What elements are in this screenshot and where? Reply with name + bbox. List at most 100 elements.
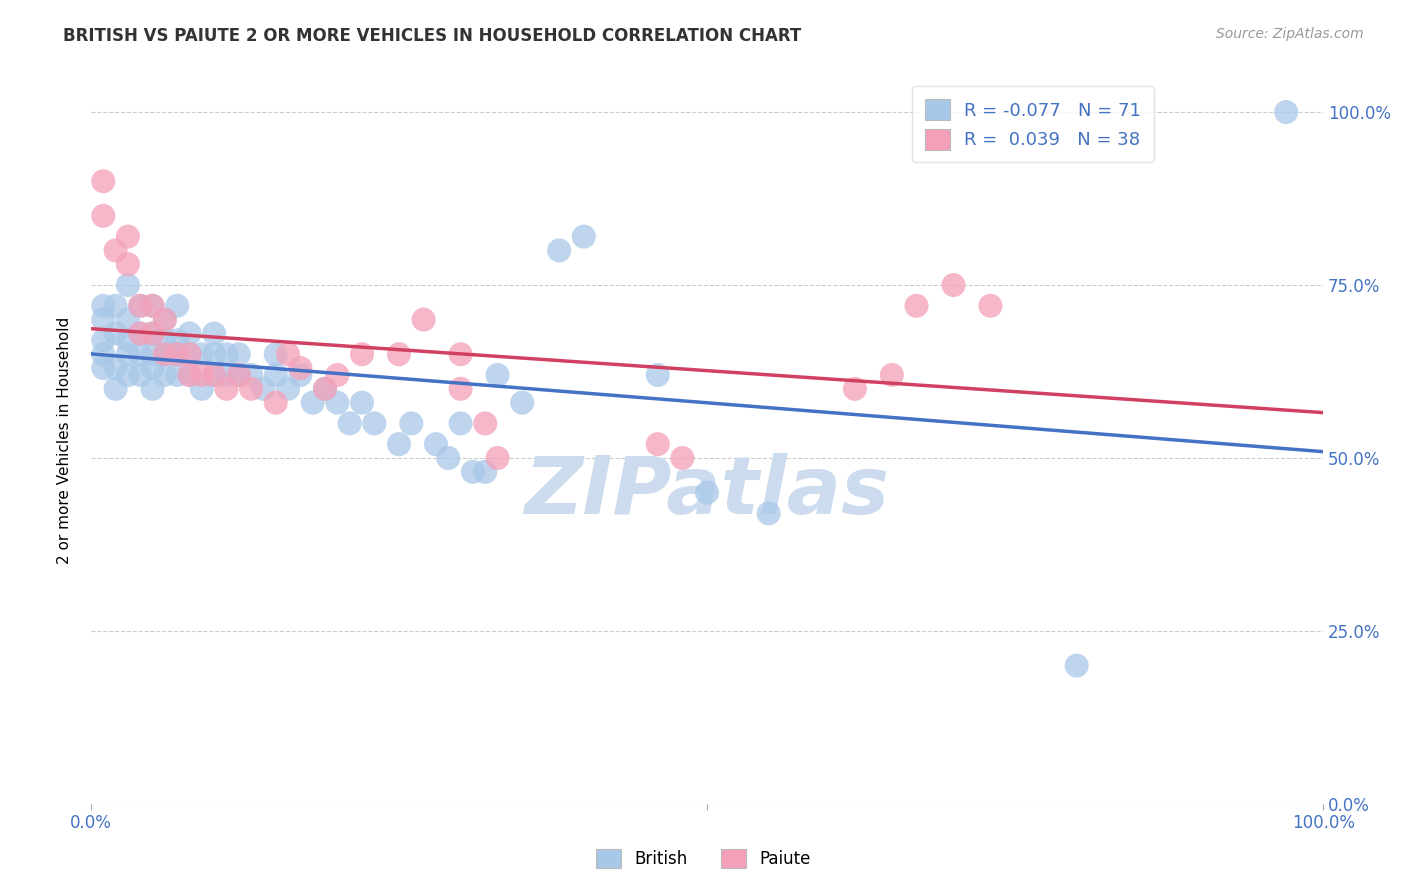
Point [647, 437, 669, 451]
Point [166, 299, 188, 313]
Point [314, 382, 336, 396]
Point [350, 347, 373, 361]
Point [104, 326, 127, 341]
Point [979, 299, 1001, 313]
Point [91, 174, 114, 188]
Point [1066, 658, 1088, 673]
Point [129, 347, 152, 361]
Point [179, 347, 201, 361]
Point [153, 347, 176, 361]
Legend: British, Paiute: British, Paiute [589, 843, 817, 875]
Point [129, 368, 152, 382]
Point [117, 334, 139, 348]
Point [202, 347, 225, 361]
Point [104, 361, 127, 376]
Point [264, 347, 287, 361]
Point [166, 368, 188, 382]
Point [450, 417, 472, 431]
Point [153, 368, 176, 382]
Point [401, 417, 423, 431]
Point [179, 368, 201, 382]
Point [363, 417, 385, 431]
Point [129, 299, 152, 313]
Point [339, 417, 361, 431]
Point [141, 361, 163, 376]
Point [202, 368, 225, 382]
Point [240, 368, 263, 382]
Point [166, 347, 188, 361]
Text: BRITISH VS PAIUTE 2 OR MORE VEHICLES IN HOUSEHOLD CORRELATION CHART: BRITISH VS PAIUTE 2 OR MORE VEHICLES IN … [63, 27, 801, 45]
Point [117, 257, 139, 271]
Point [153, 347, 176, 361]
Point [671, 450, 693, 465]
Point [91, 334, 114, 348]
Point [277, 382, 299, 396]
Point [314, 382, 336, 396]
Point [486, 368, 509, 382]
Point [141, 326, 163, 341]
Point [548, 244, 571, 258]
Point [437, 450, 460, 465]
Point [240, 382, 263, 396]
Point [104, 244, 127, 258]
Point [264, 395, 287, 409]
Point [450, 347, 472, 361]
Point [91, 209, 114, 223]
Point [301, 395, 323, 409]
Point [326, 368, 349, 382]
Point [474, 417, 496, 431]
Text: ZIPatlas: ZIPatlas [524, 452, 890, 531]
Point [215, 382, 238, 396]
Point [129, 299, 152, 313]
Point [91, 347, 114, 361]
Point [202, 326, 225, 341]
Point [277, 347, 299, 361]
Point [117, 229, 139, 244]
Point [880, 368, 903, 382]
Point [486, 450, 509, 465]
Point [91, 299, 114, 313]
Point [461, 465, 484, 479]
Point [91, 312, 114, 326]
Point [117, 312, 139, 326]
Point [191, 347, 214, 361]
Legend: R = -0.077   N = 71, R =  0.039   N = 38: R = -0.077 N = 71, R = 0.039 N = 38 [912, 87, 1154, 162]
Point [350, 395, 373, 409]
Point [758, 507, 780, 521]
Point [326, 395, 349, 409]
Point [179, 368, 201, 382]
Point [844, 382, 866, 396]
Y-axis label: 2 or more Vehicles in Household: 2 or more Vehicles in Household [58, 317, 72, 565]
Point [202, 368, 225, 382]
Point [450, 382, 472, 396]
Point [153, 312, 176, 326]
Point [129, 326, 152, 341]
Point [104, 382, 127, 396]
Point [129, 326, 152, 341]
Point [141, 382, 163, 396]
Point [474, 465, 496, 479]
Point [510, 395, 533, 409]
Point [141, 347, 163, 361]
Point [228, 368, 250, 382]
Point [388, 347, 411, 361]
Point [179, 347, 201, 361]
Point [388, 437, 411, 451]
Point [117, 368, 139, 382]
Point [905, 299, 928, 313]
Point [166, 334, 188, 348]
Point [153, 312, 176, 326]
Point [425, 437, 447, 451]
Point [215, 347, 238, 361]
Point [215, 368, 238, 382]
Point [191, 382, 214, 396]
Point [696, 485, 718, 500]
Point [141, 326, 163, 341]
Point [572, 229, 595, 244]
Point [252, 382, 274, 396]
Point [166, 347, 188, 361]
Point [264, 368, 287, 382]
Point [1275, 105, 1298, 120]
Point [191, 368, 214, 382]
Point [179, 326, 201, 341]
